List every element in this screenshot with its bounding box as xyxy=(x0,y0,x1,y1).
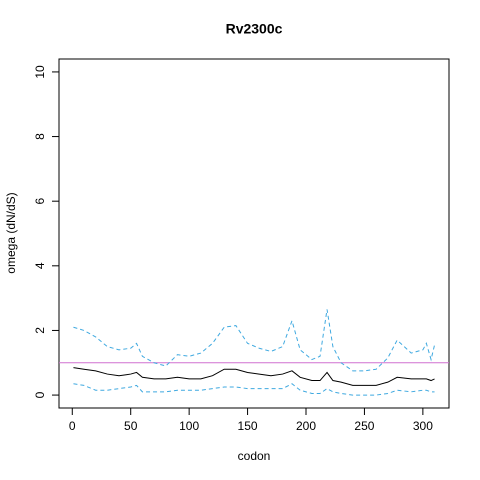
x-tick-label: 250 xyxy=(354,419,374,433)
y-tick-label: 10 xyxy=(33,65,47,79)
x-tick-label: 0 xyxy=(69,419,76,433)
y-tick-label: 4 xyxy=(33,262,47,269)
y-axis-label: omega (dN/dS) xyxy=(4,192,18,273)
x-tick-label: 100 xyxy=(179,419,199,433)
y-tick-label: 6 xyxy=(33,198,47,205)
plot-box xyxy=(58,58,450,409)
chart-title: Rv2300c xyxy=(226,21,283,37)
x-tick-label: 300 xyxy=(413,419,433,433)
y-tick-label: 8 xyxy=(33,133,47,140)
x-tick-label: 150 xyxy=(238,419,258,433)
series-line xyxy=(73,383,435,396)
y-tick-label: 0 xyxy=(33,391,47,398)
series-line xyxy=(73,309,436,372)
x-tick-label: 200 xyxy=(296,419,316,433)
y-tick-label: 2 xyxy=(33,327,47,334)
series-line xyxy=(73,367,435,386)
x-tick-label: 50 xyxy=(124,419,138,433)
x-axis-label: codon xyxy=(238,449,271,463)
